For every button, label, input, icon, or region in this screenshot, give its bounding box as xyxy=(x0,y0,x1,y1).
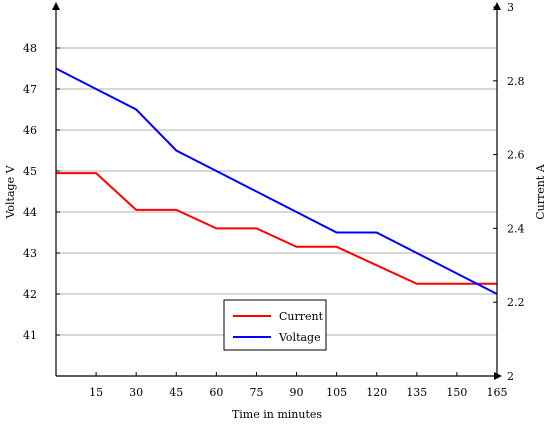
legend-label-voltage: Voltage xyxy=(278,331,321,344)
y-right-tick-label: 2.2 xyxy=(507,296,525,309)
series-lines xyxy=(55,67,498,295)
x-tick-label: 30 xyxy=(129,386,143,399)
x-tick-label: 60 xyxy=(209,386,223,399)
x-tick-label: 75 xyxy=(249,386,263,399)
y-left-tick-label: 47 xyxy=(23,83,37,96)
x-tick-label: 150 xyxy=(446,386,467,399)
y-left-tick-label: 46 xyxy=(23,124,37,137)
axis-ticks: 41 42 43 44 45 46 47 48 2 2.2 2.4 2.6 2.8 3 15 30 45 60 75… xyxy=(23,1,525,399)
y-left-tick-label: 48 xyxy=(23,42,37,55)
y-axis-right-title: Current A xyxy=(534,163,547,220)
gridlines xyxy=(56,47,497,336)
y-left-tick-label: 45 xyxy=(23,165,37,178)
y-right-tick-label: 2.6 xyxy=(507,149,525,162)
x-tick-label: 120 xyxy=(366,386,387,399)
x-tick-label: 15 xyxy=(89,386,103,399)
y-right-tick-label: 3 xyxy=(507,1,514,14)
series-line-voltage xyxy=(55,67,498,295)
series-line-current xyxy=(56,172,497,285)
x-tick-label: 165 xyxy=(487,386,508,399)
axes xyxy=(52,2,502,380)
y-axis-left-title: Voltage V xyxy=(4,164,17,219)
legend-label-current: Current xyxy=(279,310,324,323)
left-axis-arrow xyxy=(52,2,60,10)
x-tick-label: 105 xyxy=(326,386,347,399)
x-tick-label: 45 xyxy=(169,386,183,399)
y-right-tick-label: 2.8 xyxy=(507,75,525,88)
legend-box xyxy=(223,299,327,351)
x-tick-label: 135 xyxy=(406,386,427,399)
x-axis-arrow xyxy=(494,372,502,380)
legend: Current Voltage xyxy=(223,299,327,351)
x-axis-title: Time in minutes xyxy=(232,408,322,421)
y-right-tick-label: 2.4 xyxy=(507,222,525,235)
x-tick-label: 90 xyxy=(290,386,304,399)
y-left-tick-label: 42 xyxy=(23,288,37,301)
right-axis-arrow xyxy=(493,2,501,10)
y-left-tick-label: 43 xyxy=(23,247,37,260)
y-right-tick-label: 2 xyxy=(507,370,514,383)
y-left-tick-label: 44 xyxy=(23,206,37,219)
y-left-tick-label: 41 xyxy=(23,329,37,342)
